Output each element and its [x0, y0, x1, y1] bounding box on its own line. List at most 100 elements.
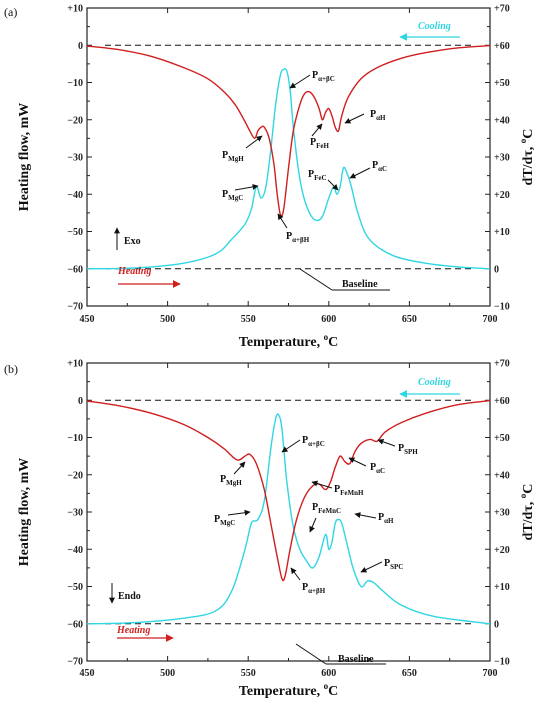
x-tick-label: 550	[241, 668, 256, 679]
y-axis-title: Heating flow, mW	[17, 458, 32, 567]
y2-tick-label: +20	[494, 190, 510, 201]
y-tick-label: −70	[67, 657, 83, 668]
y2-tick-label: +40	[494, 115, 510, 126]
peak-label-spc-main: P	[384, 558, 390, 569]
peak-label-mgh-main: P	[222, 150, 228, 161]
peak-label-femnh: PFeMnH	[334, 484, 364, 497]
peak-arrow	[349, 167, 371, 179]
legend-heating-label: Heating	[117, 266, 151, 277]
peak-arrow	[281, 439, 301, 453]
y2-axis-title-unit: C	[521, 129, 536, 139]
peak-label-c-main: P	[370, 462, 376, 473]
x-tick-label: 550	[241, 314, 256, 325]
y2-tick-label: −10	[494, 657, 510, 668]
x-axis-title: Temperature, oC	[239, 681, 338, 699]
y-tick-label: −10	[67, 78, 83, 89]
peak-label-mgc-sub: MgC	[228, 194, 243, 202]
plot-frame	[86, 362, 491, 662]
peak-label-mgh-main: P	[220, 474, 226, 485]
y2-tick-label: +70	[494, 4, 510, 15]
y-axis-title: Heating flow, mW	[17, 103, 32, 212]
panel-label: (b)	[4, 362, 18, 376]
peak-label-mgh: PMgH	[220, 474, 242, 487]
peak-label-c: PαC	[372, 160, 387, 173]
x-tick-label: 450	[80, 314, 95, 325]
peak-label-c-main: P	[302, 435, 308, 446]
direction-label: Endo	[118, 591, 141, 602]
x-tick-label: 500	[160, 668, 175, 679]
peak-label-c: PαC	[370, 462, 385, 475]
peak-label-c-sub: α+βC	[308, 440, 325, 448]
y-tick-label: +10	[67, 4, 83, 15]
peak-arrow	[234, 183, 259, 191]
peak-arrow	[227, 509, 251, 516]
peak-label-h-sub: α+βH	[308, 587, 326, 595]
peak-arrow	[311, 123, 323, 137]
peak-label-c-main: P	[372, 160, 378, 171]
peak-label-c-sub: αC	[378, 165, 387, 173]
peak-label-sph-sub: SPH	[404, 448, 418, 456]
peak-label-mgc-main: P	[214, 514, 220, 525]
y-tick-label: −10	[67, 433, 83, 444]
peak-label-h-main: P	[378, 512, 384, 523]
y2-tick-label: +60	[494, 41, 510, 52]
peak-label-fec: PFeC	[308, 169, 327, 182]
peak-label-mgh-sub: MgH	[228, 155, 244, 163]
peak-label-c-sub: αC	[376, 467, 385, 475]
chart-panel-b: (b) 450 500 550 600 650 700 +10 0 −10 −20 −30 −40 −50…	[4, 359, 536, 700]
legend-cooling-label: Cooling	[418, 377, 451, 388]
peak-label-c: Pα+βC	[302, 435, 325, 448]
chart-panel-a: (a) 450 500 550 600 650 700 +10 0 −10 −20 −30 −40 −50…	[4, 4, 536, 351]
y2-tick-label: +60	[494, 396, 510, 407]
legend-heating-label: Heating	[116, 625, 150, 636]
y-tick-label: −50	[67, 582, 83, 593]
y2-tick-label: +10	[494, 227, 510, 238]
y-tick-label: −70	[67, 302, 83, 313]
heating-curve	[86, 44, 491, 217]
y2-tick-label: +70	[494, 359, 510, 370]
peak-label-femnh-main: P	[334, 484, 340, 495]
peak-label-mgc-main: P	[222, 189, 228, 200]
peak-arrow	[290, 567, 301, 581]
y2-tick-label: +20	[494, 545, 510, 556]
y-tick-label: 0	[78, 41, 83, 52]
peak-arrow	[277, 213, 288, 229]
x-tick-label: 500	[160, 314, 175, 325]
y2-tick-label: +10	[494, 582, 510, 593]
x-tick-label: 700	[483, 668, 498, 679]
peak-label-femnc-main: P	[312, 502, 318, 513]
x-axis-title-unit: C	[328, 684, 338, 699]
plot-frame	[86, 7, 491, 307]
peak-label-h: Pα+βH	[286, 231, 310, 244]
y2-tick-label: +30	[494, 153, 510, 164]
peak-label-c-main: P	[312, 70, 318, 81]
peak-label-mgh: PMgH	[222, 150, 244, 163]
cooling-curve	[86, 68, 491, 270]
x-tick-label: 700	[483, 314, 498, 325]
peak-label-mgc-sub: MgC	[220, 519, 235, 527]
peak-label-h-main: P	[370, 109, 376, 120]
y-tick-label: 0	[78, 396, 83, 407]
x-axis-title-sup: o	[324, 332, 329, 342]
peak-label-spc: PSPC	[384, 558, 403, 571]
direction-label: Exo	[124, 236, 141, 247]
peak-label-femnh-sub: FeMnH	[340, 489, 364, 497]
y2-axis-title: dT/dτ, oC	[518, 484, 536, 541]
peak-label-mgc: PMgC	[214, 514, 235, 527]
x-tick-label: 600	[321, 668, 336, 679]
x-axis-title: Temperature, oC	[239, 332, 338, 350]
y2-axis-title-text: dT/dτ,	[521, 143, 536, 185]
peak-label-h-sub: αH	[384, 517, 394, 525]
peak-arrow	[377, 438, 396, 447]
baseline-leader	[299, 268, 333, 291]
peak-label-mgc: PMgC	[222, 189, 243, 202]
peak-arrow	[360, 561, 383, 573]
y2-tick-label: −10	[494, 302, 510, 313]
heating-curve	[86, 399, 491, 582]
peak-label-spc-sub: SPC	[390, 563, 403, 571]
x-axis-title-sup: o	[324, 681, 329, 691]
y2-tick-label: 0	[494, 264, 499, 275]
peak-label-feh: PFeH	[310, 137, 329, 150]
legend-cooling-label: Cooling	[418, 21, 451, 32]
